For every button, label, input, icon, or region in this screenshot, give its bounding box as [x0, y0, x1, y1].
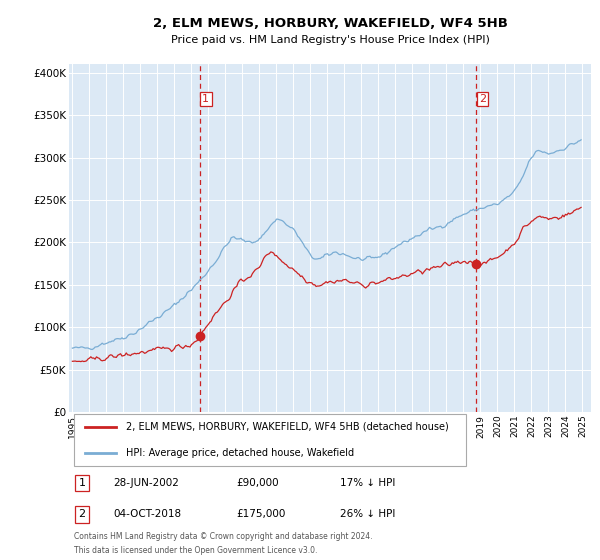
Text: Price paid vs. HM Land Registry's House Price Index (HPI): Price paid vs. HM Land Registry's House …: [170, 35, 490, 45]
Text: 2: 2: [79, 510, 86, 520]
Text: £90,000: £90,000: [236, 478, 278, 488]
Text: 1: 1: [79, 478, 86, 488]
Text: 17% ↓ HPI: 17% ↓ HPI: [340, 478, 396, 488]
Text: 28-JUN-2002: 28-JUN-2002: [113, 478, 179, 488]
Text: 04-OCT-2018: 04-OCT-2018: [113, 510, 181, 520]
Text: £175,000: £175,000: [236, 510, 286, 520]
Text: This data is licensed under the Open Government Licence v3.0.: This data is licensed under the Open Gov…: [74, 546, 317, 556]
FancyBboxPatch shape: [74, 414, 466, 466]
Text: 2, ELM MEWS, HORBURY, WAKEFIELD, WF4 5HB (detached house): 2, ELM MEWS, HORBURY, WAKEFIELD, WF4 5HB…: [127, 422, 449, 432]
Text: 1: 1: [202, 94, 209, 104]
Text: HPI: Average price, detached house, Wakefield: HPI: Average price, detached house, Wake…: [127, 447, 355, 458]
Text: Contains HM Land Registry data © Crown copyright and database right 2024.: Contains HM Land Registry data © Crown c…: [74, 531, 373, 540]
Text: 2: 2: [479, 94, 486, 104]
Text: 26% ↓ HPI: 26% ↓ HPI: [340, 510, 396, 520]
Text: 2, ELM MEWS, HORBURY, WAKEFIELD, WF4 5HB: 2, ELM MEWS, HORBURY, WAKEFIELD, WF4 5HB: [152, 17, 508, 30]
